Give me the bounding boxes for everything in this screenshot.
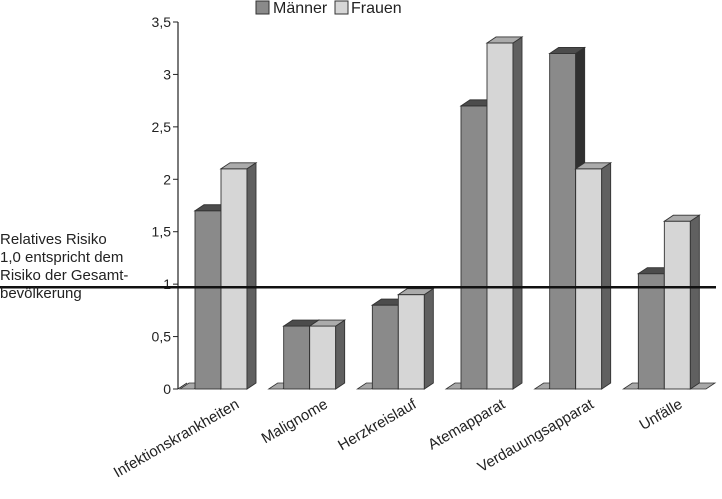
bar-frauen-infektionskrankheiten [220,168,248,390]
y-tick-label: 0,5 [152,329,172,345]
bar-maenner-herzkreislauf [371,304,399,390]
bar-top-frauen-herzkreislauf [396,288,435,296]
bar-frauen-atemapparat [486,42,514,390]
y-tick-label: 3 [163,66,171,82]
category-labels: Infektionskrankheiten Malignome Herzkreisl… [111,395,686,481]
bars [193,36,701,390]
annotation-line-3: Risiko der Gesamt- [0,267,128,284]
bar-maenner-unfaelle [637,273,665,390]
legend-label-maenner: Männer [273,0,328,17]
bar-frauen-herzkreislauf [397,294,425,390]
category-label-unfaelle: Unfälle [636,396,685,434]
bar-side-frauen-atemapparat [512,36,523,390]
chart-floor [177,382,717,390]
bar-side-frauen-malignome [335,319,346,390]
y-tick-label: 2,5 [152,119,172,135]
bar-frauen-verdauungsapparat [575,168,603,390]
bar-top-frauen-malignome [308,319,347,327]
legend: Männer Frauen [255,0,402,17]
legend-label-frauen: Frauen [351,0,402,17]
category-label-herzkreislauf: Herzkreislauf [335,395,420,454]
annotation-line-4: bevölkerung [0,285,82,302]
floor-back-edge [177,382,188,390]
bar-maenner-infektionskrankheiten [194,210,222,390]
bar-top-frauen-verdauungsapparat [574,162,613,170]
y-tick-label: 0 [163,381,171,397]
bar-frauen-unfaelle [663,220,691,390]
bar-side-frauen-unfaelle [689,214,700,390]
bar-maenner-atemapparat [460,105,488,390]
annotation-line-2: 1,0 entspricht dem [0,249,123,266]
legend-swatch-frauen [334,0,349,15]
y-tick-label: 3,5 [152,14,172,30]
bar-top-maenner-verdauungsapparat [548,47,587,54]
category-label-atemapparat: Atemapparat [425,395,509,453]
y-axis: 0 0,5 1 1,5 2 2,5 3 3,5 [152,14,179,397]
y-tick-label: 2 [163,171,171,187]
legend-swatch-maenner [255,0,270,15]
y-tick-label: 1,5 [152,224,172,240]
y-tick-label: 1 [163,276,171,292]
bar-side-frauen-infektionskrankheiten [246,161,257,390]
bar-frauen-malignome [309,325,337,390]
bar-top-frauen-atemapparat [485,36,524,44]
bar-top-frauen-unfaelle [662,214,701,222]
annotation-line-1: Relatives Risiko [0,231,107,248]
bar-top-frauen-infektionskrankheiten [219,162,258,170]
category-label-infektionskrankheiten: Infektionskrankheiten [111,396,242,482]
reference-annotation: Relatives Risiko 1,0 entspricht dem Risi… [0,231,128,302]
bar-maenner-verdauungsapparat [549,53,577,390]
bar-maenner-malignome [283,325,311,390]
bar-side-frauen-verdauungsapparat [601,161,612,390]
bar-side-frauen-herzkreislauf [423,287,434,390]
category-label-malignome: Malignome [259,396,331,447]
